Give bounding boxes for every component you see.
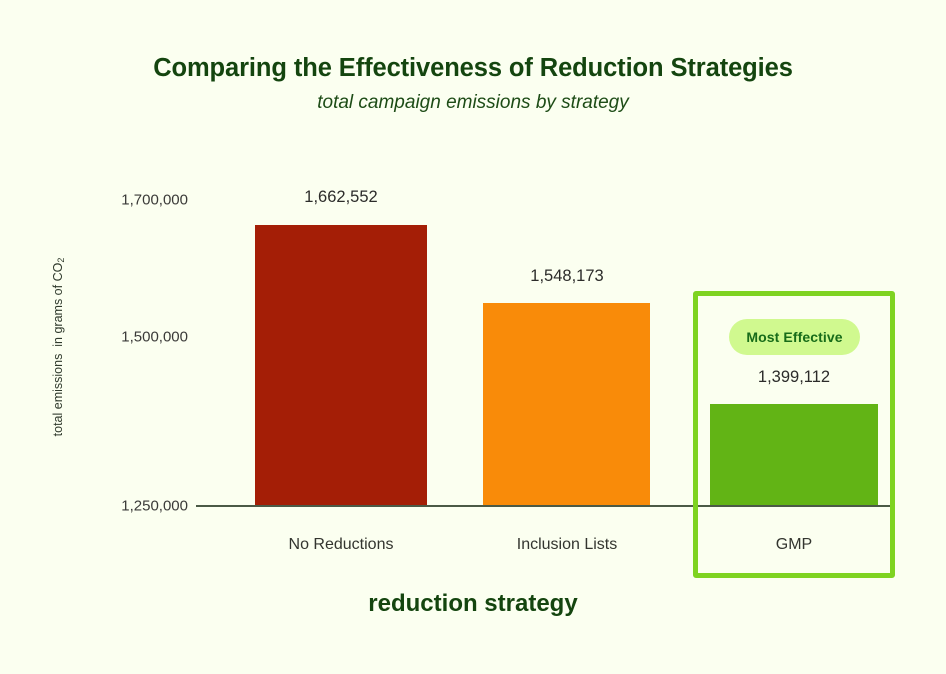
category-label-no-reductions: No Reductions	[288, 536, 394, 553]
bar-gmp[interactable]	[710, 403, 878, 505]
x-axis-title: reduction strategy	[368, 590, 578, 617]
category-label-gmp: GMP	[775, 536, 813, 553]
value-label-no-reductions: 1,662,552	[304, 188, 378, 206]
value-label-gmp: 1,399,112	[757, 368, 831, 386]
bar-inclusion-lists[interactable]	[483, 302, 650, 505]
y-axis-title-subscript: 2	[56, 257, 66, 263]
y-axis-tick-labels: 1,700,000 1,500,000 1,250,000	[78, 0, 188, 674]
y-axis-title: total emissions in grams of CO2	[51, 207, 66, 487]
y-axis-title-text: total emissions in grams of CO	[51, 262, 65, 437]
y-tick-label: 1,250,000	[121, 497, 188, 515]
gmp-highlight-box	[693, 291, 895, 578]
chart-title: Comparing the Effectiveness of Reduction…	[153, 54, 793, 82]
y-tick-label: 1,700,000	[121, 191, 188, 209]
value-label-inclusion-lists: 1,548,173	[530, 267, 604, 285]
chart-subtitle: total campaign emissions by strategy	[317, 92, 629, 113]
most-effective-badge: Most Effective	[729, 319, 860, 355]
category-label-inclusion-lists: Inclusion Lists	[516, 536, 618, 553]
y-tick-label: 1,500,000	[121, 328, 188, 346]
x-axis-line	[196, 505, 895, 507]
bar-no-reductions[interactable]	[255, 225, 427, 505]
